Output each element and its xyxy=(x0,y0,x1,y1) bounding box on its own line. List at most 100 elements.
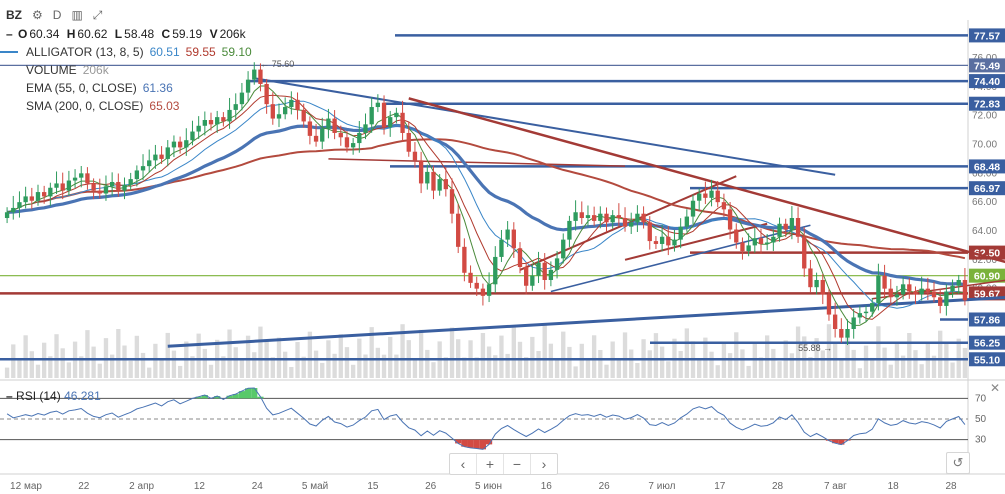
rsi-tick-label: 30 xyxy=(975,435,987,446)
volume-bar xyxy=(283,351,288,378)
interval-selector[interactable]: D xyxy=(52,8,62,22)
volume-bar xyxy=(697,360,702,378)
volume-bar xyxy=(765,335,770,378)
candle-body xyxy=(369,107,374,125)
trendline xyxy=(328,158,626,167)
candle-body xyxy=(85,173,90,184)
candle-body xyxy=(765,242,770,244)
y-tick-label: 72.00 xyxy=(972,111,997,122)
legend-alligator[interactable]: ALLIGATOR (13, 8, 5) 60.51 59.55 59.10 xyxy=(0,43,252,61)
candle-body xyxy=(542,262,547,280)
volume-bar xyxy=(907,333,912,378)
zoom-out-button[interactable]: − xyxy=(504,454,531,474)
candle-body xyxy=(752,238,757,246)
candle-body xyxy=(727,209,733,230)
annotation-high: ← 75.60 xyxy=(260,59,294,69)
trendline xyxy=(167,295,1005,348)
volume-bar xyxy=(919,364,924,378)
volume-bar xyxy=(808,357,813,378)
volume-bar xyxy=(388,336,393,378)
volume-bar xyxy=(177,365,183,378)
candle-body xyxy=(116,181,121,191)
close-label: C xyxy=(161,27,171,41)
y-tick-label: 68.00 xyxy=(972,168,997,179)
volume-bar xyxy=(944,343,949,378)
close-pane-icon[interactable]: ✕ xyxy=(990,381,1001,395)
candle-body xyxy=(363,124,368,133)
volume-bar xyxy=(845,335,850,378)
fullscreen-icon[interactable]: ⤢ xyxy=(92,7,103,22)
candle-body xyxy=(715,190,720,203)
candle-body xyxy=(758,238,764,244)
open-value: 60.34 xyxy=(29,27,60,41)
rsi-legend[interactable]: – RSI (14) 46.281 xyxy=(6,389,101,403)
candle-body xyxy=(480,288,486,296)
volume-bar xyxy=(851,349,856,378)
legend-name: VOLUME xyxy=(26,63,77,77)
candle-body xyxy=(153,154,158,161)
candle-body xyxy=(196,125,201,132)
price-level-label: 68.48 xyxy=(974,161,1000,173)
candle-body xyxy=(814,279,819,288)
candle-body xyxy=(23,196,28,203)
scroll-left-button[interactable]: ‹ xyxy=(450,454,477,474)
volume-bar xyxy=(462,357,467,378)
price-level-label: 57.86 xyxy=(974,314,1000,326)
candle-body xyxy=(493,256,498,285)
volume-bar xyxy=(659,346,665,378)
reset-view-button[interactable]: ↺ xyxy=(946,452,970,474)
volume-bar xyxy=(400,324,405,378)
volume-bar xyxy=(709,351,714,378)
volume-bar xyxy=(60,348,65,378)
volume-bar xyxy=(536,351,541,378)
candle-body xyxy=(418,160,424,184)
volume-bar xyxy=(258,326,263,378)
volume-bar xyxy=(493,355,498,378)
candle-body xyxy=(456,213,461,247)
price-level-tag xyxy=(969,245,1005,260)
y-tick-label: 66.00 xyxy=(972,197,997,208)
volume-bar xyxy=(4,367,10,378)
legend-sma[interactable]: SMA (200, 0, CLOSE) 65.03 xyxy=(0,97,252,115)
candle-body xyxy=(641,213,646,223)
candle-body xyxy=(431,171,436,191)
candle-body xyxy=(270,104,275,119)
candle-body xyxy=(635,213,640,223)
scroll-right-button[interactable]: › xyxy=(541,456,547,472)
symbol-label[interactable]: BZ xyxy=(6,8,22,22)
candle-body xyxy=(870,303,875,312)
volume-bar xyxy=(307,331,313,378)
volume-bar xyxy=(332,353,337,378)
volume-bar xyxy=(604,364,609,378)
candle-body xyxy=(944,291,949,306)
volume-bar xyxy=(746,365,751,378)
volume-bar xyxy=(202,348,207,378)
legend-ema[interactable]: EMA (55, 0, CLOSE) 61.36 xyxy=(0,79,252,97)
volume-bar xyxy=(653,333,659,378)
candle-body xyxy=(956,279,961,286)
candle-body xyxy=(876,275,881,304)
volume-bar xyxy=(97,363,102,378)
candle-body xyxy=(851,317,856,329)
y-tick-label: 62.00 xyxy=(972,255,997,266)
candle-body xyxy=(907,284,912,292)
volume-bar xyxy=(579,343,584,378)
volume-bar xyxy=(147,367,152,378)
volume-bar xyxy=(381,354,387,378)
gear-icon[interactable]: ⚙ xyxy=(32,8,43,22)
legend-volume[interactable]: VOLUME 206k xyxy=(0,61,252,79)
volume-bar xyxy=(252,352,257,378)
x-tick-label: 5 июн xyxy=(475,481,502,492)
volume-bar xyxy=(561,331,566,378)
zoom-in-button[interactable]: + xyxy=(477,454,504,474)
volume-bar xyxy=(122,345,127,378)
volume-bar xyxy=(950,362,955,378)
candle-body xyxy=(659,236,665,244)
indicators-icon[interactable]: ▥ xyxy=(71,8,83,22)
candle-body xyxy=(616,215,622,219)
rsi-line xyxy=(6,387,966,450)
volume-bar xyxy=(425,349,430,378)
candle-body xyxy=(530,275,535,286)
candle-body xyxy=(128,179,133,185)
